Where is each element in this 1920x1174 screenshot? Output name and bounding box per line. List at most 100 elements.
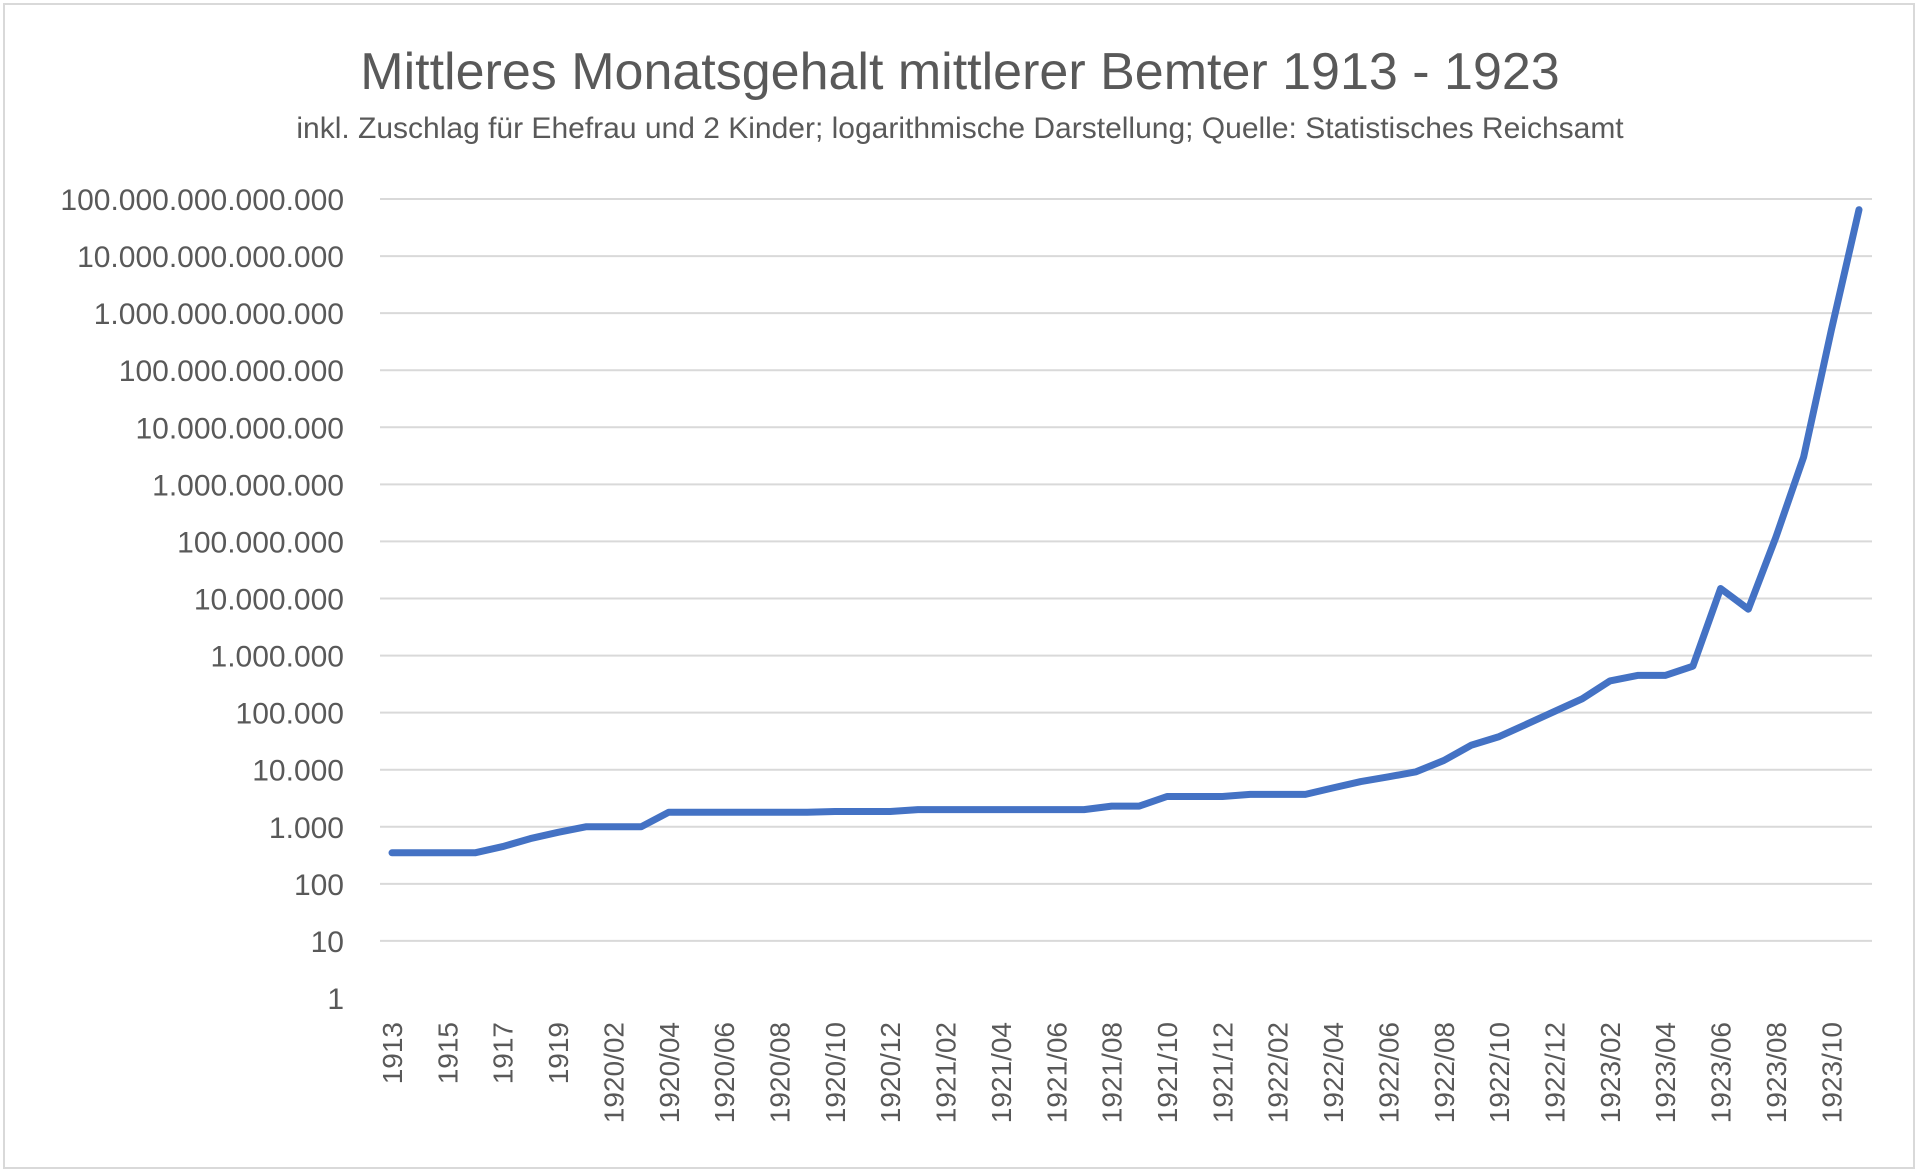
x-tick-label: 1920/02 — [598, 1022, 629, 1123]
data-point — [1330, 784, 1337, 791]
series-line — [388, 206, 1863, 857]
x-tick-label: 1922/04 — [1318, 1022, 1349, 1123]
x-tick-label: 1923/06 — [1706, 1022, 1737, 1123]
data-point — [1523, 721, 1530, 728]
data-point — [1081, 806, 1087, 813]
x-tick-label: 1920/12 — [875, 1022, 906, 1123]
x-tick-label: 1922/10 — [1484, 1022, 1515, 1123]
x-tick-label: 1923/10 — [1816, 1022, 1847, 1123]
x-tick-label: 1922/06 — [1373, 1022, 1404, 1123]
data-point — [1413, 768, 1420, 775]
y-tick-label: 100 — [294, 869, 344, 902]
data-point — [1025, 806, 1032, 813]
chart-frame — [3, 3, 1915, 1169]
data-point — [997, 806, 1004, 813]
x-tick-label: 1920/08 — [765, 1022, 796, 1123]
chart-title: Mittleres Monatsgehalt mittlerer Bemter … — [360, 43, 1560, 101]
data-point — [1357, 778, 1364, 785]
chart-subtitle: inkl. Zuschlag für Ehefrau und 2 Kinder;… — [296, 112, 1624, 145]
x-tick-label: 1923/04 — [1650, 1022, 1681, 1123]
x-tick-label: 1922/08 — [1429, 1022, 1460, 1123]
data-point — [804, 809, 811, 816]
data-point — [472, 849, 478, 856]
data-point — [1302, 791, 1309, 798]
x-tick-label: 1919 — [543, 1022, 574, 1084]
data-point — [1579, 695, 1586, 702]
data-point — [1440, 757, 1447, 764]
y-tick-label: 1.000 — [269, 812, 344, 845]
data-point — [1219, 793, 1226, 800]
data-point — [1745, 606, 1752, 613]
data-point — [859, 808, 866, 815]
x-tick-label: 1915 — [432, 1022, 463, 1084]
data-point — [693, 809, 700, 816]
data-point — [1053, 806, 1060, 813]
y-tick-label: 100.000.000.000.000 — [60, 184, 344, 217]
y-tick-label: 100.000.000.000 — [119, 355, 344, 388]
x-tick-label: 1921/04 — [986, 1022, 1017, 1123]
y-tick-label: 100.000.000 — [177, 526, 344, 559]
data-point — [1828, 327, 1835, 334]
data-point — [1717, 585, 1724, 592]
data-point — [776, 809, 783, 816]
data-point — [1468, 742, 1475, 749]
x-tick-label: 1921/12 — [1207, 1022, 1238, 1123]
data-point — [942, 806, 949, 813]
data-point — [665, 809, 672, 816]
data-point — [1274, 791, 1281, 798]
y-tick-label: 10.000.000.000.000 — [77, 241, 344, 274]
y-tick-label: 10.000.000.000 — [135, 412, 344, 445]
data-point — [1551, 708, 1558, 715]
x-tick-label: 1920/10 — [820, 1022, 851, 1123]
x-tick-label: 1920/06 — [709, 1022, 740, 1123]
data-point — [1164, 793, 1170, 800]
data-point — [914, 806, 921, 813]
x-tick-label: 1913 — [377, 1022, 408, 1084]
x-tick-label: 1922/12 — [1540, 1022, 1571, 1123]
x-tick-label: 1921/02 — [931, 1022, 962, 1123]
x-tick-label: 1922/02 — [1263, 1022, 1294, 1123]
x-tick-label: 1923/08 — [1761, 1022, 1792, 1123]
x-tick-label: 1920/04 — [654, 1022, 685, 1123]
x-tick-label: 1921/08 — [1097, 1022, 1128, 1123]
data-point — [527, 835, 534, 842]
data-point — [1856, 206, 1862, 213]
y-tick-label: 1 — [327, 983, 344, 1016]
data-point — [1773, 533, 1779, 540]
data-point — [610, 823, 617, 830]
y-tick-label: 100.000 — [236, 698, 344, 731]
data-point — [1689, 663, 1696, 670]
data-point — [389, 849, 395, 856]
data-point — [748, 809, 755, 816]
data-point — [1247, 791, 1254, 798]
data-point — [1385, 773, 1392, 780]
x-tick-label: 1921/06 — [1041, 1022, 1072, 1123]
data-point — [444, 849, 451, 856]
data-point — [887, 808, 894, 815]
data-point — [1191, 793, 1198, 800]
data-point — [721, 809, 728, 816]
data-point — [970, 806, 977, 813]
data-point — [1662, 672, 1669, 679]
data-point — [1800, 454, 1807, 461]
data-point — [638, 823, 645, 830]
data-point — [416, 849, 423, 856]
y-tick-label: 1.000.000 — [211, 641, 344, 674]
series-group — [388, 206, 1863, 857]
x-tick-label: 1923/02 — [1595, 1022, 1626, 1123]
data-point — [499, 843, 506, 850]
y-tick-label: 1.000.000.000 — [152, 469, 344, 502]
y-tick-label: 1.000.000.000.000 — [94, 298, 344, 331]
data-point — [555, 829, 562, 836]
y-tick-label: 10 — [311, 926, 344, 959]
data-point — [1606, 677, 1613, 684]
y-tick-label: 10.000 — [252, 755, 344, 788]
data-point — [582, 823, 589, 830]
x-tick-label: 1917 — [488, 1022, 519, 1084]
x-axis-tick-labels: 1913 1915 1917 1919 1920/02 1920/04 1920/06 192… — [377, 1022, 1847, 1123]
data-point — [1136, 803, 1143, 810]
y-tick-label: 10.000.000 — [194, 584, 344, 617]
y-axis-tick-labels: 1 10 100 1.000 10.000 100.000 1.000.000 10.000.… — [60, 184, 344, 1016]
x-tick-label: 1921/10 — [1152, 1022, 1183, 1123]
